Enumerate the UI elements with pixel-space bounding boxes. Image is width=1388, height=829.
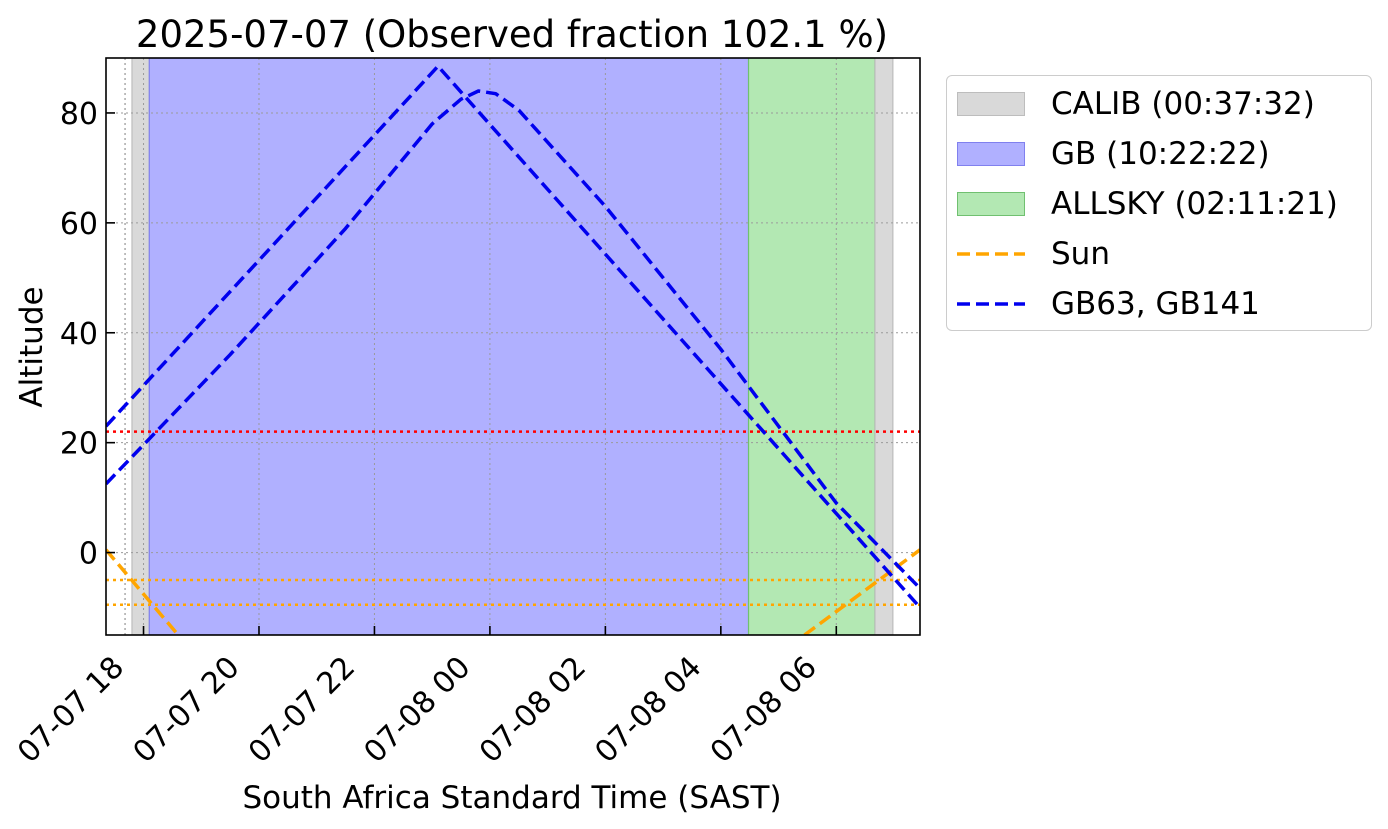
legend: CALIB (00:37:32) GB (10:22:22) ALLSKY (0… — [946, 75, 1372, 331]
legend-item-gb-fields: GB63, GB141 — [957, 284, 1260, 324]
span-band-0 — [131, 58, 150, 635]
span-band-1 — [148, 58, 750, 635]
legend-line-gb-fields — [957, 292, 1025, 316]
y-tick-label: 60 — [60, 207, 98, 242]
x-tick-label: 07-07 22 — [242, 650, 362, 770]
plot-frame — [105, 57, 921, 636]
legend-item-gb: GB (10:22:22) — [957, 134, 1270, 174]
x-tick-label: 07-08 00 — [357, 650, 477, 770]
y-tick-label: 40 — [60, 317, 98, 352]
y-tick-label: 0 — [79, 537, 98, 572]
y-tick-label: 20 — [60, 427, 98, 462]
legend-swatch-gb — [957, 142, 1025, 166]
y-axis-label: Altitude — [14, 286, 50, 407]
x-tick-label: 07-08 04 — [588, 650, 708, 770]
legend-swatch-allsky — [957, 192, 1025, 216]
legend-label-calib: CALIB (00:37:32) — [1051, 86, 1315, 122]
span-band-2 — [747, 58, 876, 635]
y-tick-label: 80 — [60, 97, 98, 132]
chart-title: 2025-07-07 (Observed fraction 102.1 %) — [136, 13, 888, 56]
legend-label-gb: GB (10:22:22) — [1051, 136, 1270, 172]
gb-field-altitude-curve — [106, 89, 920, 590]
x-tick-label: 07-07 18 — [11, 650, 131, 770]
legend-label-allsky: ALLSKY (02:11:21) — [1051, 186, 1338, 222]
x-tick-label: 07-08 02 — [473, 650, 593, 770]
legend-item-allsky: ALLSKY (02:11:21) — [957, 184, 1338, 224]
x-axis-label: South Africa Standard Time (SAST) — [242, 780, 781, 816]
span-band-3 — [874, 58, 894, 635]
legend-label-gb-fields: GB63, GB141 — [1051, 286, 1260, 322]
legend-swatch-calib — [957, 92, 1025, 116]
legend-line-sun — [957, 242, 1025, 266]
legend-item-sun: Sun — [957, 234, 1110, 274]
gb-field-altitude-curve — [106, 64, 920, 609]
legend-item-calib: CALIB (00:37:32) — [957, 84, 1315, 124]
sun-altitude-curve — [803, 548, 920, 635]
x-tick-label: 07-07 20 — [127, 650, 247, 770]
legend-label-sun: Sun — [1051, 236, 1110, 272]
x-tick-label: 07-08 06 — [704, 650, 824, 770]
